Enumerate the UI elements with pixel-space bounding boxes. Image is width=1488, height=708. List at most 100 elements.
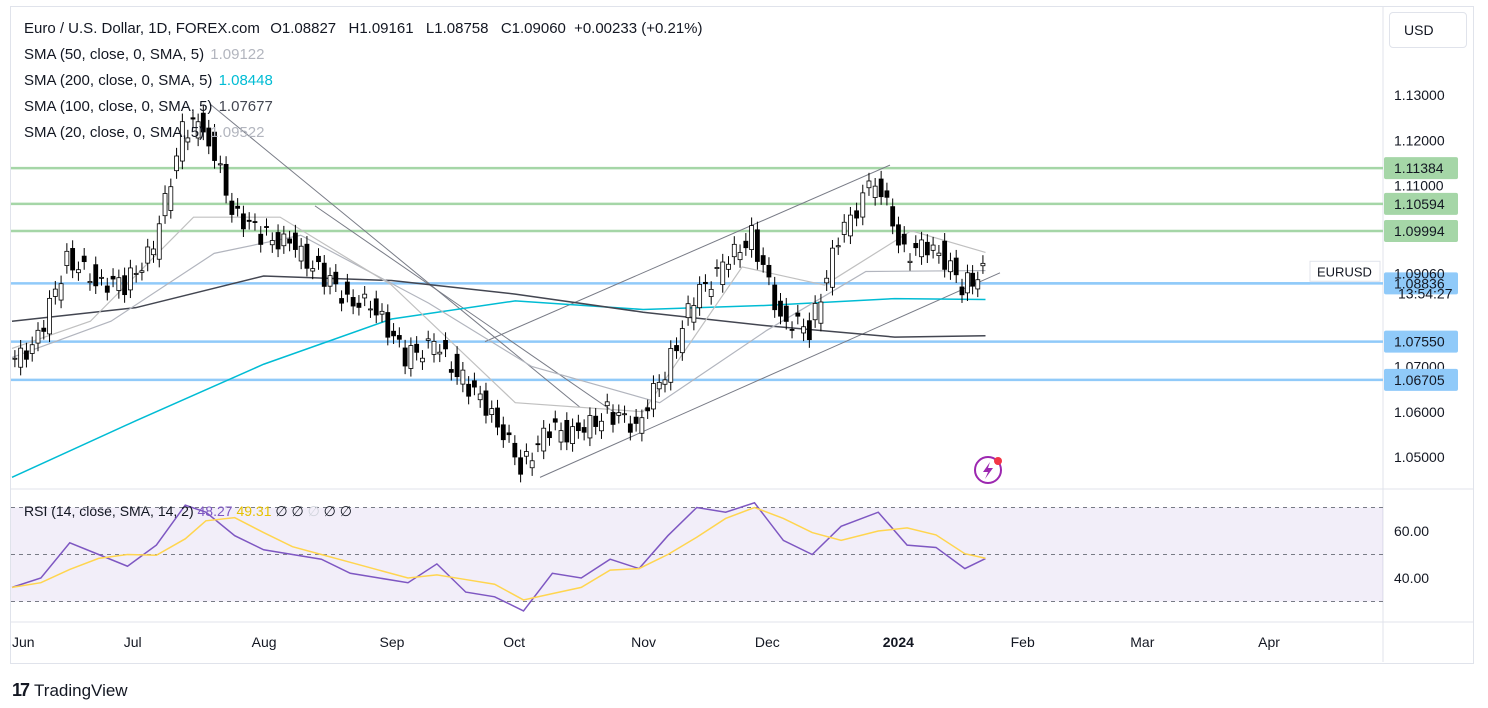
candle-body — [633, 416, 639, 424]
level-price-label: 1.06705 — [1394, 372, 1445, 388]
candle-body — [720, 261, 726, 285]
level-price-label: 1.08836 — [1394, 275, 1445, 291]
level-price-label: 1.10594 — [1394, 196, 1445, 212]
chart-frame[interactable] — [10, 6, 1474, 664]
candle-body — [443, 340, 448, 350]
candle-body — [156, 223, 162, 260]
rsi-value: 48.27 — [197, 503, 233, 519]
candle-body — [610, 412, 616, 425]
time-axis-label: Nov — [631, 634, 656, 650]
candle-body — [110, 275, 116, 280]
candle-body — [127, 267, 133, 291]
candle-body — [287, 238, 293, 244]
tradingview-logo[interactable]: 17 TradingView — [12, 680, 128, 701]
candle-body — [936, 252, 942, 256]
candle-body — [368, 308, 373, 311]
candle-body — [593, 415, 599, 427]
level-price-label: 1.11384 — [1394, 160, 1444, 176]
candle-body — [743, 240, 749, 249]
lightning-icon — [974, 456, 1002, 484]
candle-body — [87, 281, 93, 284]
candle-body — [506, 432, 512, 436]
level-price-badge — [1384, 368, 1458, 391]
candle-body — [778, 300, 783, 317]
candle-body — [81, 255, 87, 263]
ohlc-open: O1.08827 — [266, 20, 337, 37]
candle-body — [264, 226, 269, 228]
sma20-legend[interactable]: SMA (20, close, 0, SMA, 5) 1.09522 — [24, 124, 265, 141]
candle-body — [760, 255, 766, 265]
rsi-band-background — [11, 507, 1383, 602]
candle-body — [697, 284, 703, 309]
price-tick-label: 1.06000 — [1394, 404, 1445, 420]
candle-body — [703, 281, 708, 285]
candle-body — [854, 210, 859, 219]
candle-body — [460, 369, 466, 385]
candle-body — [818, 301, 824, 324]
candle-body — [195, 121, 201, 139]
candle-body — [523, 451, 529, 457]
candle-body — [420, 357, 425, 363]
downtrend-line — [209, 103, 581, 408]
symbol-legend: Euro / U.S. Dollar, 1D, FOREX.com O1.088… — [24, 20, 705, 37]
candle-body — [122, 275, 128, 296]
level-price-badge — [1384, 192, 1458, 215]
candle-body — [674, 345, 679, 352]
candle-body — [599, 420, 604, 432]
candle-body — [241, 213, 246, 230]
candle-body — [310, 268, 316, 272]
candle-body — [901, 233, 907, 245]
candle-body — [754, 229, 760, 262]
candle-body — [581, 427, 587, 433]
symbol-title: Euro / U.S. Dollar, 1D, FOREX.com — [24, 20, 260, 37]
rsi-legend[interactable]: RSI (14, close, SMA, 14, 2) 48.27 49.31 … — [24, 503, 352, 519]
ohlc-high: H1.09161 — [344, 20, 414, 37]
candle-body — [639, 417, 645, 434]
candle-body — [749, 225, 755, 250]
candle-body — [454, 353, 460, 378]
candle-body — [959, 286, 965, 296]
candle-body — [812, 303, 818, 321]
candle-body — [414, 343, 420, 353]
candle-body — [217, 163, 223, 166]
candle-body — [212, 131, 217, 161]
candle-body — [980, 262, 986, 267]
candle-body — [587, 415, 593, 439]
price-change: +0.00233 (+0.21%) — [574, 20, 703, 37]
candle-body — [512, 442, 518, 458]
candle-body — [162, 193, 168, 217]
candle-body — [316, 255, 321, 263]
sma100-legend[interactable]: SMA (100, close, 0, SMA, 5) 1.07677 — [24, 98, 273, 115]
rsi-tick-label: 60.00 — [1394, 523, 1429, 539]
candle-body — [133, 273, 139, 275]
candle-body — [801, 326, 806, 334]
candle-body — [806, 320, 812, 341]
sma200-legend[interactable]: SMA (200, close, 0, SMA, 5) 1.08448 — [24, 72, 273, 89]
price-tick-label: 1.12000 — [1394, 132, 1445, 148]
channel-upper-line — [484, 164, 891, 343]
candle-body — [24, 350, 29, 360]
candle-body — [344, 281, 350, 295]
level-price-label: 1.07550 — [1394, 334, 1445, 350]
candle-body — [616, 412, 622, 416]
symbol-tag-label: EURUSD — [1317, 264, 1372, 279]
sma100-value: 1.07677 — [218, 98, 273, 115]
time-axis-label: Dec — [755, 634, 780, 650]
candle-body — [930, 244, 936, 251]
sma50-legend[interactable]: SMA (50, close, 0, SMA, 5) 1.09122 — [24, 46, 265, 63]
symbol-tag-box — [1309, 260, 1381, 282]
currency-button[interactable]: USD — [1389, 12, 1467, 48]
rsi-tick-label: 40.00 — [1394, 570, 1429, 586]
candle-body — [924, 241, 930, 256]
candle-body — [200, 112, 206, 133]
candle-body — [783, 305, 789, 322]
candle-body — [139, 270, 145, 273]
candle-body — [425, 338, 431, 341]
sma200-line — [11, 297, 986, 479]
candle-body — [685, 303, 691, 319]
time-axis-label: Sep — [380, 634, 405, 650]
candle-body — [168, 186, 174, 211]
level-price-badge — [1384, 272, 1458, 295]
sma100-line — [11, 275, 986, 338]
